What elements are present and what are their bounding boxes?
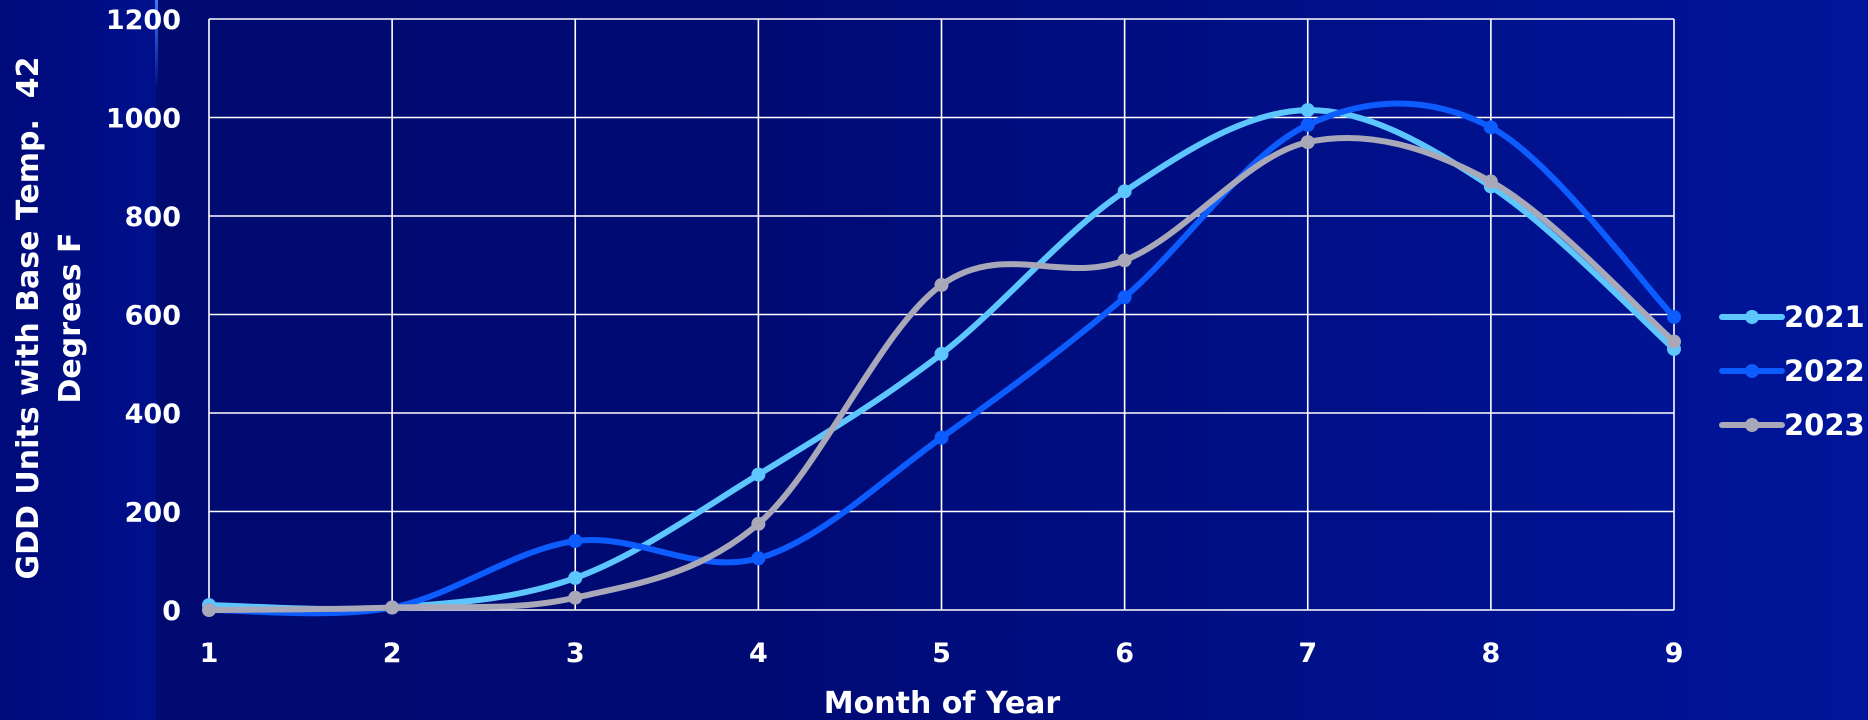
- legend-item-2022: 2022: [1719, 354, 1865, 388]
- y-tick-label: 400: [125, 399, 181, 430]
- x-axis-title: Month of Year: [824, 686, 1061, 720]
- y-axis-title: GDD Units with Base Temp. 42 Degrees F: [11, 56, 88, 579]
- x-tick-label: 8: [1481, 638, 1500, 669]
- data-point-2021: [934, 346, 949, 361]
- data-point-2023: [1483, 174, 1498, 189]
- data-point-2023: [751, 516, 766, 531]
- data-point-2022: [1667, 309, 1681, 324]
- x-tick-label: 6: [1115, 638, 1134, 669]
- legend-swatch-marker: [1745, 364, 1759, 378]
- y-axis-ticks: 0 200 400 600 800 1000 1200: [106, 5, 181, 627]
- legend-swatch-marker: [1745, 310, 1759, 324]
- data-point-2022: [1300, 117, 1315, 132]
- data-point-2023: [934, 277, 949, 292]
- data-point-2022: [751, 551, 766, 566]
- y-tick-label: 200: [125, 498, 181, 529]
- data-point-2022: [1483, 120, 1498, 135]
- data-point-2023: [1300, 135, 1315, 150]
- legend-label: 2023: [1784, 408, 1865, 442]
- y-tick-label: 600: [125, 301, 181, 332]
- y-tick-label: 0: [162, 596, 181, 627]
- series-2023: [202, 134, 1681, 617]
- x-tick-label: 2: [383, 638, 402, 669]
- data-point-2021: [1300, 103, 1315, 118]
- y-tick-label: 1000: [106, 104, 181, 135]
- y-axis-title-line1: GDD Units with Base Temp. 42: [11, 56, 46, 579]
- x-tick-label: 9: [1665, 638, 1684, 669]
- x-axis-ticks: 1 2 3 4 5 6 7 8 9: [200, 638, 1684, 669]
- data-point-2021: [1117, 184, 1132, 199]
- x-tick-label: 3: [566, 638, 585, 669]
- series-lines: [202, 100, 1681, 617]
- x-tick-label: 7: [1298, 638, 1317, 669]
- data-point-2023: [202, 603, 216, 617]
- data-point-2022: [1117, 290, 1132, 305]
- data-point-2023: [385, 600, 400, 615]
- legend-label: 2022: [1784, 354, 1865, 388]
- data-point-2022: [934, 430, 949, 445]
- y-axis-title-line2: Degrees F: [53, 232, 88, 403]
- x-tick-label: 1: [200, 638, 219, 669]
- y-tick-label: 800: [125, 202, 181, 233]
- x-tick-label: 5: [932, 638, 951, 669]
- legend-item-2021: 2021: [1719, 300, 1865, 334]
- legend-swatch-marker: [1745, 418, 1759, 432]
- accent-line: [155, 0, 158, 90]
- data-point-2023: [1117, 253, 1132, 268]
- data-point-2023: [568, 590, 583, 605]
- legend: 2021 2022 2023: [1719, 300, 1865, 442]
- legend-item-2023: 2023: [1719, 408, 1865, 442]
- left-band: [0, 0, 156, 720]
- x-tick-label: 4: [749, 638, 768, 669]
- series-line-2022: [206, 100, 1677, 617]
- grid: [208, 18, 1675, 611]
- data-point-2022: [568, 534, 583, 549]
- legend-label: 2021: [1784, 300, 1865, 334]
- data-point-2021: [751, 467, 766, 482]
- y-tick-label: 1200: [106, 5, 181, 36]
- data-point-2021: [568, 570, 583, 585]
- data-point-2023: [1667, 334, 1681, 349]
